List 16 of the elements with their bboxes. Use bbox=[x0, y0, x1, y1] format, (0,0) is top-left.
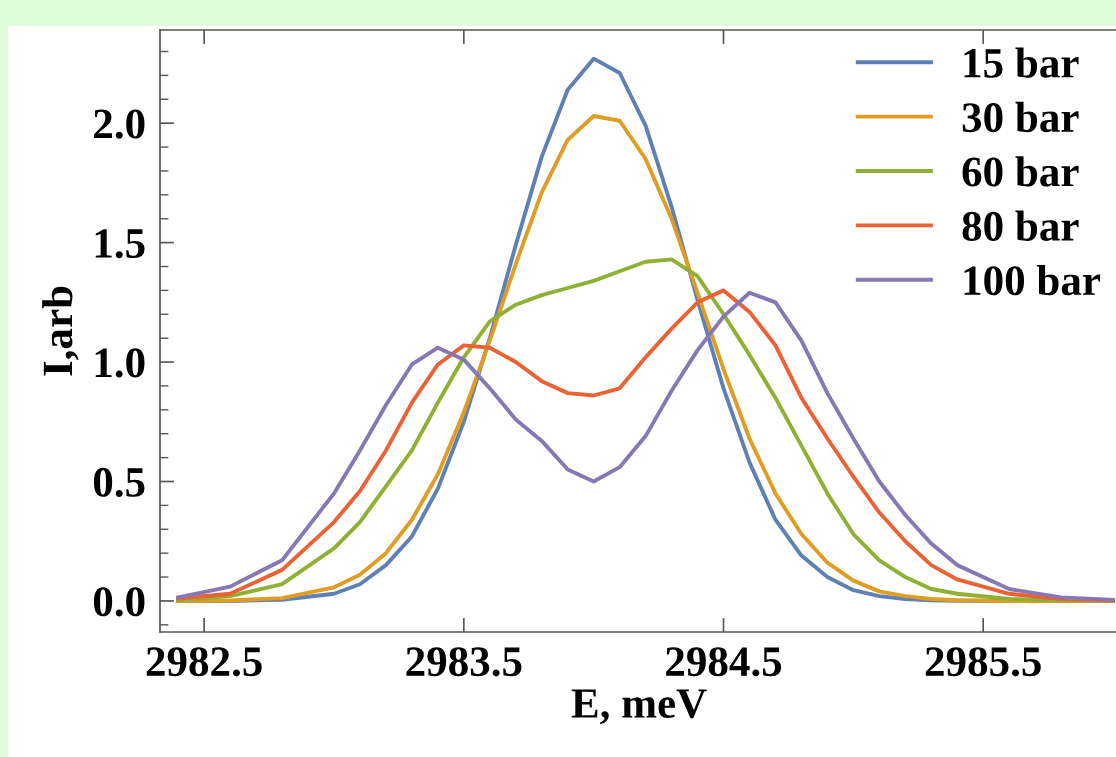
legend-label: 60 bar bbox=[962, 156, 1079, 187]
y-tick-label: 1.5 bbox=[95, 229, 145, 259]
legend-label: 15 bar bbox=[964, 47, 1079, 78]
legend-label: 100 bar bbox=[964, 265, 1101, 296]
y-tick-label: 0.5 bbox=[93, 467, 145, 498]
y-tick-label: 1.0 bbox=[95, 348, 145, 378]
y-tick-label: 2.0 bbox=[94, 109, 145, 139]
legend-label: 80 bar bbox=[962, 210, 1079, 241]
x-tick-label: 2985.5 bbox=[925, 647, 1041, 677]
x-tick-label: 2984.5 bbox=[666, 647, 782, 677]
x-tick-label: 2983.5 bbox=[406, 647, 522, 677]
x-tick-label: 2982.5 bbox=[146, 647, 262, 677]
y-axis-title: I,arb bbox=[42, 286, 79, 376]
y-tick-label: 0.0 bbox=[93, 587, 145, 617]
x-axis-title: E, meV bbox=[571, 689, 707, 725]
legend-label: 30 bar bbox=[962, 101, 1079, 133]
